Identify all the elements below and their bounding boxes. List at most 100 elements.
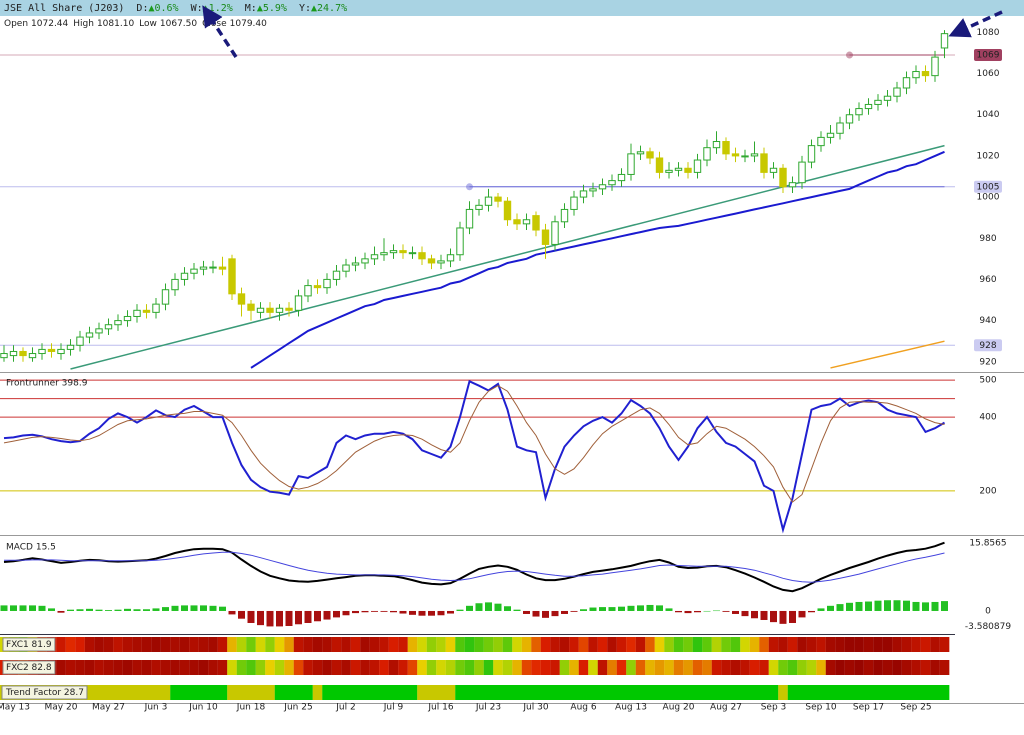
histogram-bar [228, 610, 236, 615]
x-tick-label: May 13 [0, 703, 30, 713]
histogram-bar [760, 610, 768, 620]
candle-body [171, 278, 179, 291]
heat-cell [331, 637, 342, 652]
candle-body [921, 71, 930, 77]
candle-body [522, 219, 531, 225]
x-tick-label: Jun 18 [236, 703, 266, 713]
candle-body [104, 324, 113, 330]
histogram-bar [865, 601, 872, 611]
level-label-box [974, 180, 1002, 193]
candle-body [484, 196, 493, 206]
heat-cell [274, 637, 285, 652]
panel-title: Trend Factor 28.7 [5, 688, 84, 698]
candle-body [883, 95, 892, 101]
histogram-bar [295, 610, 302, 625]
heat-cell [559, 660, 570, 675]
candle-body [722, 141, 730, 155]
histogram-bar [931, 601, 939, 611]
heat-cell [550, 637, 560, 652]
heat-cell [901, 637, 912, 652]
heat-cell [683, 637, 693, 652]
heat-cell [265, 660, 275, 675]
heat-cell [787, 637, 798, 652]
histogram-bar [409, 610, 416, 615]
histogram-bar [779, 610, 787, 624]
candle-body [902, 77, 911, 89]
trend-segment [274, 685, 313, 700]
heat-cell [616, 660, 627, 675]
candle-body [579, 190, 588, 198]
histogram-bar [732, 610, 739, 614]
candle-body [180, 272, 189, 280]
histogram-bar [855, 601, 863, 611]
histogram-bar [342, 610, 350, 616]
change-label: M: [245, 3, 257, 14]
heat-cell [94, 637, 104, 652]
heat-cell [312, 660, 323, 675]
heat-cell [122, 637, 133, 652]
x-tick-label: Aug 27 [710, 703, 742, 713]
histogram-bar [323, 610, 331, 620]
heat-cell [464, 637, 475, 652]
trend-segment [227, 685, 275, 700]
heat-cell [369, 637, 380, 652]
change-value: 0.6% [155, 3, 179, 14]
heat-cell [540, 660, 551, 675]
candle-body [798, 161, 806, 184]
heat-cell [588, 660, 598, 675]
panel-title-box [1, 685, 88, 700]
y-tick-label: -3.580879 [965, 622, 1011, 632]
candle-body [218, 266, 227, 270]
heat-cell [740, 637, 750, 652]
heat-cell [56, 660, 66, 675]
heat-cell [569, 660, 579, 675]
histogram-bar [523, 610, 530, 614]
heat-cell [892, 637, 902, 652]
heat-cell [56, 637, 66, 652]
candle-body [893, 87, 901, 97]
heat-cell [379, 637, 389, 652]
histogram-bar [798, 610, 806, 618]
heat-cell [806, 637, 817, 652]
x-tick-label: Jun 3 [144, 703, 168, 713]
level-label: 1005 [977, 182, 1000, 192]
y-tick-label: 940 [979, 316, 996, 326]
histogram-bar [0, 605, 8, 611]
change-arrow: ▲ [257, 3, 263, 14]
annotation-arrow [948, 10, 1003, 38]
heat-cell [692, 660, 703, 675]
histogram-bar [247, 610, 255, 623]
candle-body [608, 180, 616, 186]
heat-cell [797, 660, 807, 675]
histogram-bar [494, 603, 502, 611]
heat-cell [75, 637, 85, 652]
candle-body [598, 184, 607, 190]
heat-cell [588, 637, 598, 652]
heat-cell [616, 637, 627, 652]
histogram-bar [884, 600, 891, 611]
histogram-bar [456, 609, 464, 611]
candle-body [161, 289, 170, 305]
ohlc-line: Open1072.44High1081.10Low1067.50Close107… [4, 19, 267, 29]
candle-body [750, 153, 759, 157]
histogram-bar [38, 605, 46, 611]
candle-body [864, 103, 873, 110]
x-tick-label: Jul 23 [475, 703, 501, 713]
candle-body [389, 250, 398, 254]
candle-body [380, 252, 388, 256]
heat-cell [303, 637, 313, 652]
candle-body [731, 153, 740, 157]
heat-cell [740, 660, 750, 675]
candle-body [760, 153, 768, 173]
candle-body [589, 188, 597, 192]
x-tick-label: Jun 10 [188, 703, 218, 713]
heat-cell [388, 660, 399, 675]
histogram-bar [694, 610, 701, 613]
heat-cell [607, 637, 617, 652]
level-label: 1069 [977, 51, 1000, 61]
x-tick-label: Sep 17 [853, 703, 884, 713]
heat-cell [521, 637, 532, 652]
heat-cell [293, 637, 304, 652]
candle-body [38, 348, 46, 355]
heat-cell [179, 637, 190, 652]
